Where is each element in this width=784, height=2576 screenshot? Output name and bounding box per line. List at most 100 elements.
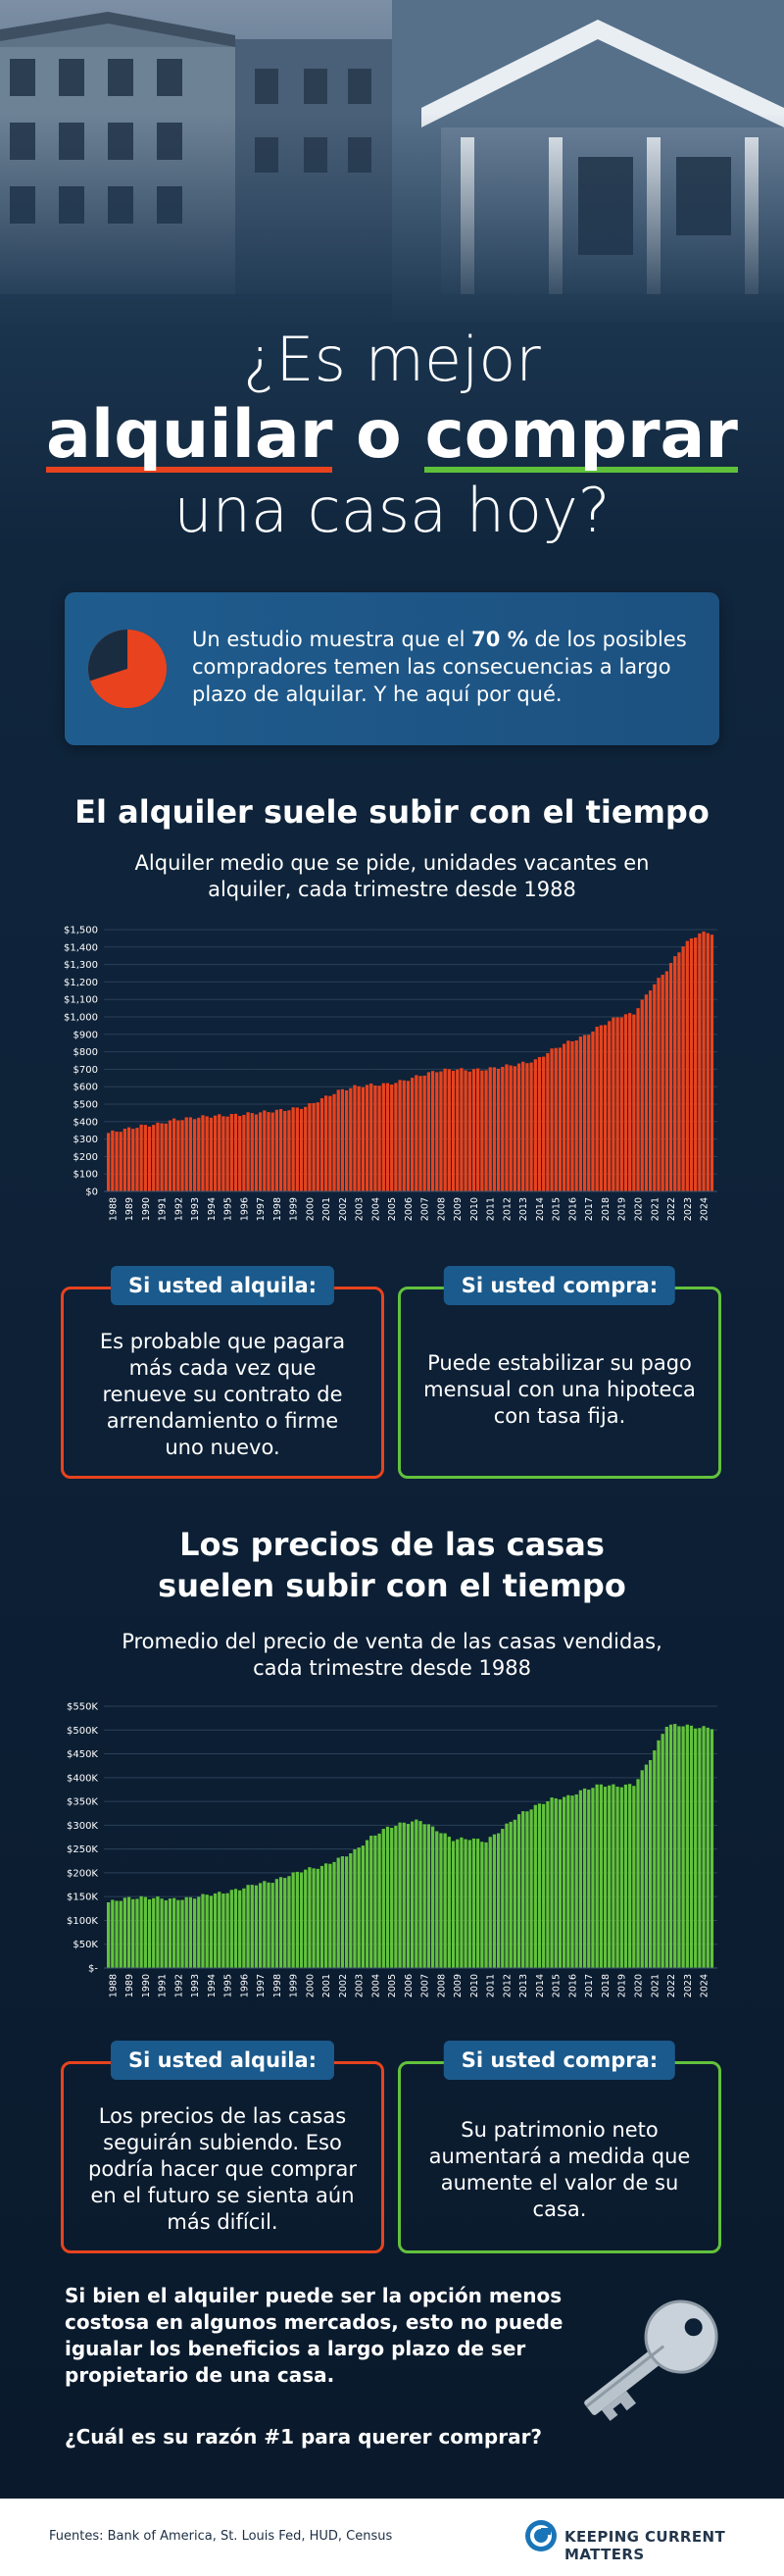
price-chart-y-tick-label: $100K	[67, 1916, 98, 1927]
rent-chart-bar	[328, 1095, 332, 1191]
rent-chart-bar	[299, 1108, 304, 1191]
rent-chart-bar	[439, 1071, 443, 1191]
rent-chart-bar	[254, 1114, 259, 1191]
price-chart-y-tick-label: $250K	[67, 1844, 98, 1855]
rent-chart-x-tick-label: 2008	[436, 1197, 447, 1221]
rent-chart-bar	[710, 934, 714, 1191]
section2-heading: Los precios de las casas suelen subir co…	[0, 1524, 784, 1606]
price-chart-bar	[587, 1790, 591, 1968]
rent-chart-bar	[443, 1068, 447, 1191]
rent-chart-bar	[612, 1017, 615, 1191]
rent-chart-bar	[657, 978, 661, 1191]
price-chart-bar	[640, 1770, 644, 1968]
rent-chart-bar	[435, 1072, 439, 1191]
rent-chart-svg: $0 $100 $200 $300 $400 $500 $600 $700 $800 $900 $1…	[64, 926, 717, 1221]
price-chart-x-tick-label: 1992	[173, 1974, 184, 1997]
rent-chart-bar	[521, 1061, 525, 1191]
rent-chart-bar	[152, 1125, 156, 1191]
price-chart-bar	[119, 1900, 122, 1968]
price-chart-bar	[677, 1726, 681, 1968]
price-chart-x-tick-label: 2014	[535, 1974, 546, 1997]
price-chart-bar	[710, 1729, 714, 1968]
rent-chart-bar	[698, 933, 702, 1191]
price-chart-bar	[694, 1728, 698, 1968]
rent-chart-bar	[250, 1113, 254, 1191]
section1-rent-tag: Si usted alquila:	[110, 1266, 335, 1305]
rent-chart-bar	[558, 1047, 563, 1191]
price-chart-bar	[184, 1896, 188, 1968]
price-chart-bar	[242, 1888, 246, 1968]
price-chart-bar	[464, 1839, 467, 1968]
rent-chart-x-tick-label: 1988	[108, 1197, 119, 1221]
rent-chart-bar	[126, 1127, 131, 1191]
rent-chart-bar	[135, 1128, 139, 1191]
price-chart-bar	[471, 1838, 476, 1968]
rent-chart-bar	[706, 933, 710, 1191]
price-chart-bar	[418, 1821, 422, 1968]
rent-chart-bar	[668, 963, 673, 1191]
price-chart-bar	[550, 1797, 554, 1968]
rent-chart-bar	[184, 1117, 188, 1191]
rent-chart-bar	[570, 1040, 574, 1191]
rent-chart-bar	[381, 1083, 385, 1191]
rent-chart-bar	[270, 1112, 274, 1191]
price-chart-bar	[415, 1819, 418, 1968]
rent-chart-bar	[259, 1112, 263, 1191]
price-chart-bar	[111, 1899, 115, 1968]
price-chart-y-tick-label: $500K	[67, 1726, 98, 1737]
closing-question: ¿Cuál es su razón #1 para querer comprar…	[65, 2425, 543, 2449]
rent-chart-bar	[677, 952, 681, 1191]
rent-chart-y-tick-label: $900	[74, 1030, 98, 1040]
price-chart-x-tick-label: 2024	[700, 1974, 710, 1997]
rent-chart-bar	[119, 1132, 122, 1191]
price-chart-bar	[225, 1893, 229, 1968]
price-chart-bar	[537, 1803, 542, 1968]
rent-chart-bar	[554, 1047, 558, 1191]
price-chart-bar	[689, 1725, 694, 1968]
rent-chart-bar	[394, 1083, 398, 1191]
rent-chart-bar	[542, 1056, 546, 1191]
rent-chart-x-tick-label: 2019	[617, 1197, 628, 1221]
rent-chart-bar	[566, 1040, 570, 1191]
price-chart-bar	[591, 1788, 595, 1968]
rent-chart-bar	[587, 1035, 591, 1191]
rent-chart-bar	[377, 1086, 381, 1191]
price-chart-bar	[278, 1877, 283, 1968]
section1-subtitle: Alquiler medio que se pide, unidades vac…	[134, 851, 650, 901]
price-chart-bar	[632, 1786, 636, 1968]
rent-chart-bar	[546, 1052, 550, 1191]
price-chart-bar	[509, 1821, 513, 1968]
rent-chart-bar	[147, 1126, 152, 1191]
pie-icon	[88, 630, 167, 708]
rent-chart-x-tick-label: 1990	[141, 1197, 152, 1221]
price-chart-bar	[595, 1784, 599, 1968]
rent-chart-bar	[349, 1087, 353, 1191]
price-chart-x-tick-label: 1994	[207, 1974, 218, 1997]
rent-chart-x-tick-label: 2009	[453, 1197, 464, 1221]
price-chart-bar	[168, 1898, 172, 1968]
rent-chart-bar	[681, 946, 685, 1191]
price-chart-y-tick-label: $50K	[73, 1940, 98, 1950]
intro-text: Un estudio muestra que el 70 % de los po…	[192, 626, 702, 708]
rent-chart-bar	[122, 1129, 127, 1191]
price-chart-bar	[238, 1890, 242, 1968]
price-chart-bar	[653, 1750, 657, 1968]
rent-chart-y-tick-label: $200	[74, 1152, 98, 1163]
intro-card: Un estudio muestra que el 70 % de los po…	[65, 592, 719, 745]
price-chart-x-tick-label: 2007	[420, 1974, 431, 1997]
price-chart-bar	[381, 1829, 385, 1968]
rent-chart-bar	[496, 1068, 501, 1191]
price-chart-bar	[426, 1824, 431, 1968]
price-chart-x-tick-label: 2020	[634, 1974, 645, 1997]
rent-chart-bar	[225, 1116, 229, 1191]
price-chart-bar	[316, 1868, 319, 1968]
price-chart-bar	[349, 1853, 353, 1968]
price-chart-x-tick-label: 1995	[223, 1974, 234, 1997]
rent-chart-bar	[415, 1075, 418, 1191]
rent-chart-bar	[640, 999, 644, 1191]
rent-chart-bar	[274, 1109, 279, 1191]
price-chart-bar	[525, 1811, 529, 1968]
rent-chart-bar	[192, 1119, 197, 1191]
rent-chart-x-tick-label: 1997	[256, 1197, 267, 1221]
kcm-logo[interactable]: KEEPING CURRENT MATTERS	[523, 2518, 759, 2563]
